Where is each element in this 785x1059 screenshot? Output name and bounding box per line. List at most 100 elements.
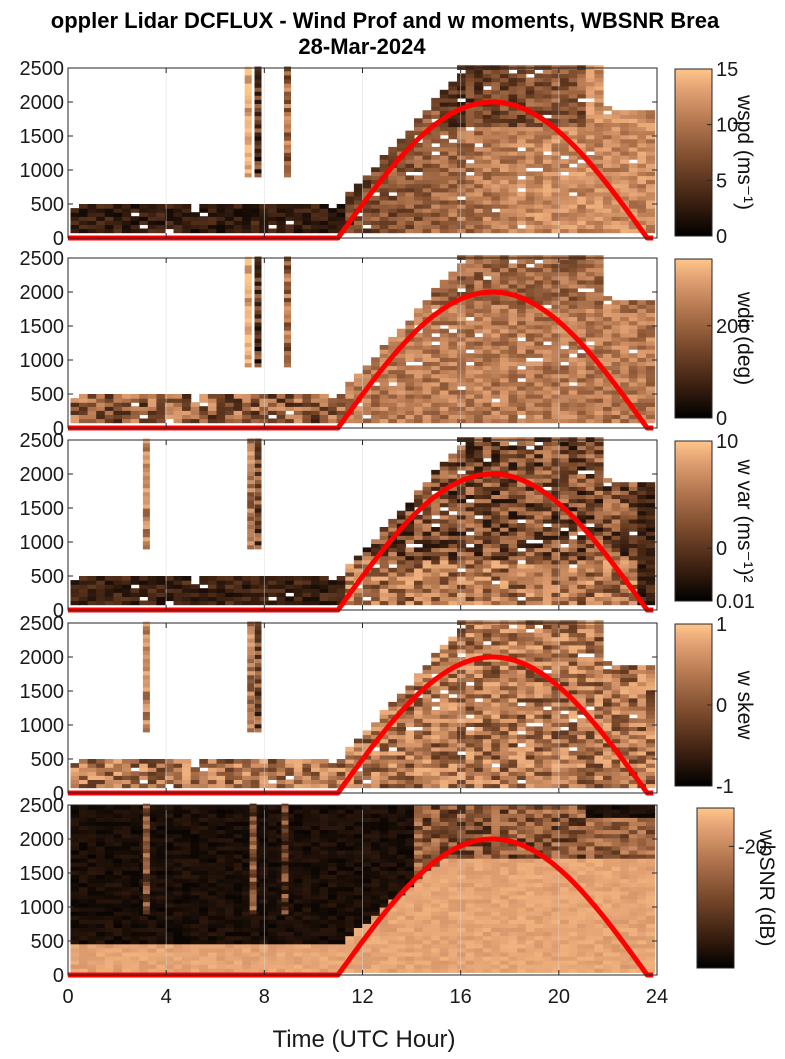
- heatmap-cell: [474, 159, 484, 164]
- heatmap-cell: [254, 528, 262, 534]
- heatmap-cell: [637, 389, 647, 395]
- heatmap-cell: [525, 275, 535, 281]
- heatmap-cell: [396, 701, 407, 707]
- heatmap-cell: [525, 151, 535, 156]
- heatmap-cell: [620, 138, 630, 144]
- colorbar-tick-label: 15: [716, 59, 738, 81]
- heatmap-cell: [465, 208, 475, 213]
- heatmap-cell: [396, 596, 407, 602]
- heatmap-cell: [285, 406, 295, 411]
- heatmap-cell: [388, 224, 398, 230]
- heatmap-cell: [448, 563, 458, 569]
- heatmap-cell: [568, 283, 578, 289]
- heatmap-cell: [396, 551, 407, 557]
- heatmap-cell: [405, 402, 415, 407]
- heatmap-cell: [577, 171, 587, 177]
- heatmap-cell: [439, 89, 449, 95]
- heatmap-cell: [637, 320, 647, 326]
- heatmap-cell: [457, 208, 467, 213]
- heatmap-cell: [431, 754, 441, 760]
- heatmap-cell: [96, 759, 106, 764]
- heatmap-cell: [439, 220, 449, 225]
- heatmap-cell: [336, 759, 346, 764]
- heatmap-cell: [254, 74, 262, 80]
- heatmap-cell: [551, 308, 561, 313]
- heatmap-cell: [534, 106, 544, 111]
- heatmap-cell: [628, 336, 638, 342]
- heatmap-cell: [611, 199, 621, 205]
- heatmap-cell: [482, 159, 492, 164]
- heatmap-cell: [585, 336, 595, 342]
- heatmap-cell: [457, 701, 467, 707]
- heatmap-cell: [525, 571, 535, 577]
- heatmap-cell: [474, 312, 484, 318]
- heatmap-cell: [233, 402, 243, 407]
- heatmap-cell: [646, 551, 656, 557]
- heatmap-cell: [482, 547, 492, 553]
- heatmap-cell: [414, 763, 424, 768]
- heatmap-cell: [457, 316, 467, 322]
- heatmap-cell: [431, 324, 441, 330]
- heatmap-cell: [585, 220, 595, 225]
- heatmap-cell: [422, 146, 432, 152]
- heatmap-cell: [448, 685, 458, 691]
- heatmap-cell: [247, 499, 255, 505]
- heatmap-cell: [457, 204, 467, 209]
- heatmap-cell: [113, 406, 123, 411]
- heatmap-cell: [439, 394, 449, 399]
- heatmap-cell: [611, 122, 621, 128]
- heatmap-cell: [439, 600, 449, 606]
- heatmap-cell: [474, 300, 484, 305]
- heatmap-cell: [431, 771, 441, 776]
- heatmap-cell: [156, 204, 166, 209]
- heatmap-cell: [87, 224, 97, 230]
- heatmap-cell: [474, 208, 484, 213]
- heatmap-cell: [568, 179, 578, 185]
- heatmap-cell: [302, 580, 312, 585]
- heatmap-cell: [585, 482, 595, 487]
- heatmap-cell: [474, 204, 484, 209]
- heatmap-cell: [594, 191, 604, 197]
- heatmap-cell: [637, 122, 647, 128]
- heatmap-cell: [560, 151, 570, 156]
- heatmap-cell: [371, 588, 381, 593]
- heatmap-cell: [568, 320, 578, 326]
- heatmap-cell: [293, 775, 303, 780]
- heatmap-cell: [457, 93, 467, 99]
- heatmap-cell: [439, 523, 449, 528]
- heatmap-cell: [371, 212, 381, 217]
- heatmap-cell: [465, 220, 475, 225]
- heatmap-cell: [603, 212, 613, 217]
- heatmap-cell: [448, 592, 458, 597]
- heatmap-cell: [517, 97, 527, 103]
- heatmap-cell: [362, 175, 372, 181]
- heatmap-cell: [457, 163, 467, 168]
- heatmap-cell: [620, 118, 630, 123]
- heatmap-cell: [517, 580, 527, 585]
- heatmap-cell: [551, 490, 561, 495]
- heatmap-cell: [551, 275, 561, 281]
- heatmap-cell: [594, 461, 604, 467]
- heatmap-cell: [551, 559, 561, 565]
- heatmap-cell: [465, 547, 475, 553]
- heatmap-cell: [362, 402, 372, 407]
- heatmap-cell: [568, 498, 578, 504]
- heatmap-cell: [422, 208, 432, 213]
- heatmap-cell: [247, 516, 255, 521]
- heatmap-cell: [577, 167, 587, 172]
- heatmap-cell: [371, 410, 381, 415]
- heatmap-cell: [474, 600, 484, 606]
- heatmap-cell: [371, 750, 381, 756]
- heatmap-cell: [173, 759, 183, 764]
- heatmap-cell: [491, 453, 501, 459]
- heatmap-cell: [422, 510, 432, 516]
- heatmap-cell: [585, 571, 595, 577]
- heatmap-cell: [328, 228, 338, 234]
- heatmap-cell: [302, 592, 312, 597]
- heatmap-cell: [379, 531, 389, 536]
- heatmap-cell: [388, 336, 398, 342]
- y-tick-label: 0: [53, 228, 64, 250]
- heatmap-cell: [637, 510, 647, 516]
- heatmap-cell: [79, 783, 89, 789]
- heatmap-cell: [637, 539, 647, 544]
